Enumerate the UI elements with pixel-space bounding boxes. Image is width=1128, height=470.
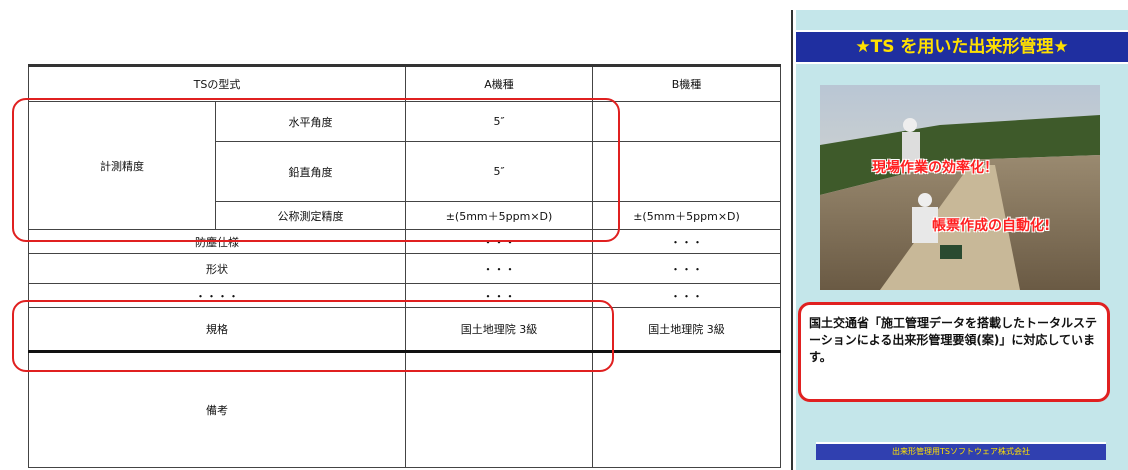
header-cell: A機種	[405, 64, 594, 102]
cell: ・・・	[592, 229, 782, 254]
group-label: 計測精度	[28, 101, 216, 230]
cell: ±(5mm＋5ppm×D)	[405, 201, 594, 230]
cell: ・・・	[405, 253, 594, 284]
header-cell: TSの型式	[27, 64, 407, 102]
cell	[592, 141, 782, 202]
divider	[791, 10, 793, 470]
row-label: 形状	[27, 253, 407, 284]
cell	[592, 351, 782, 468]
panel-footer: 出来形管理用TSソフトウェア株式会社	[816, 442, 1106, 460]
row-label: 公称測定精度	[214, 201, 407, 230]
cell	[592, 101, 782, 142]
note-box: 国土交通省「施工管理データを搭載したトータルステーションによる出来形管理要領(案…	[798, 302, 1110, 402]
spec-table: TSの型式 A機種 B機種 計測精度 水平角度 5″ 鉛直角度 5″ 公称測定精度 ±(5m…	[27, 64, 782, 468]
cell: ・・・	[592, 253, 782, 284]
highlight-box	[12, 98, 620, 242]
photo-caption: 帳票作成の自動化!	[932, 218, 1051, 234]
cell: ±(5mm＋5ppm×D)	[592, 201, 782, 230]
photo-caption: 現場作業の効率化！	[872, 160, 998, 176]
panel-title: ★TS を用いた出来形管理★	[796, 30, 1128, 64]
photo	[820, 85, 1100, 290]
header-cell: B機種	[592, 64, 782, 102]
cell: 国土地理院 3級	[592, 307, 782, 353]
row-label: 規格	[27, 307, 407, 353]
highlight-box	[12, 300, 614, 372]
cell: ・・・	[592, 283, 782, 308]
cell: ・・・	[405, 283, 594, 308]
side-panel: ★TS を用いた出来形管理★ 現場作業の効率化！ 帳票作成の自動化! 国土交通省…	[796, 10, 1128, 470]
row-label: 水平角度	[214, 101, 407, 142]
row-label: 鉛直角度	[214, 141, 407, 202]
